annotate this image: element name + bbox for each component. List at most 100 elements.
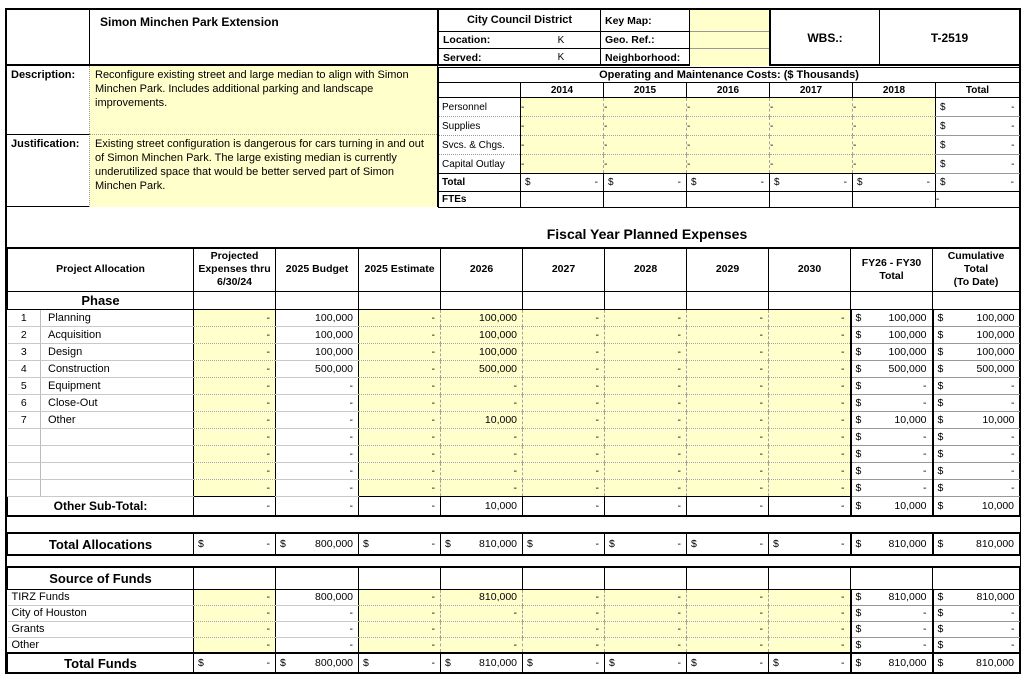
cell-other-2029[interactable]: -: [686, 637, 769, 654]
cell-other-2026[interactable]: 10,000: [440, 411, 523, 429]
om-cell-personnel-2015[interactable]: -: [603, 97, 687, 117]
om-cell-svcs-chgs-2017[interactable]: -: [769, 135, 853, 155]
cell-tirz-funds-2026[interactable]: 810,000: [440, 589, 523, 606]
cell-blank-9-2027[interactable]: -: [522, 462, 605, 480]
cell-equipment-2026[interactable]: -: [440, 377, 523, 395]
cell-other-proj-expenses[interactable]: -: [193, 411, 276, 429]
cell-construction-2030[interactable]: -: [768, 360, 851, 378]
cell-city-of-houston-2025-estimate[interactable]: -: [358, 605, 441, 622]
om-cell-capital-outlay-2014[interactable]: -: [520, 154, 604, 174]
cell-blank-10-2028[interactable]: -: [604, 479, 687, 497]
cell-equipment-2029[interactable]: -: [686, 377, 769, 395]
cell-blank-8-2026[interactable]: -: [440, 445, 523, 463]
cell-city-of-houston-2029[interactable]: -: [686, 605, 769, 622]
cell-close-out-2026[interactable]: -: [440, 394, 523, 412]
cell-city-of-houston-2028[interactable]: -: [604, 605, 687, 622]
om-cell-personnel-2016[interactable]: -: [686, 97, 770, 117]
om-cell-supplies-2018[interactable]: -: [852, 116, 936, 136]
cell-planning-2025-estimate[interactable]: -: [358, 309, 441, 327]
cell-blank-7-proj-expenses[interactable]: -: [193, 428, 276, 446]
cell-blank-10-2029[interactable]: -: [686, 479, 769, 497]
cell-blank-7-2026[interactable]: -: [440, 428, 523, 446]
cell-blank-8-proj-expenses[interactable]: -: [193, 445, 276, 463]
cell-city-of-houston-2027[interactable]: -: [522, 605, 605, 622]
cell-design-proj-expenses[interactable]: -: [193, 343, 276, 361]
cell-tirz-funds-2027[interactable]: -: [522, 589, 605, 606]
cell-design-2027[interactable]: -: [522, 343, 605, 361]
cell-construction-2025-estimate[interactable]: -: [358, 360, 441, 378]
cell-other-2028[interactable]: -: [604, 637, 687, 654]
om-cell-personnel-2017[interactable]: -: [769, 97, 853, 117]
om-cell-supplies-2015[interactable]: -: [603, 116, 687, 136]
cell-grants-2030[interactable]: -: [768, 621, 851, 638]
cell-tirz-funds-proj-expenses[interactable]: -: [193, 589, 276, 606]
cell-construction-2027[interactable]: -: [522, 360, 605, 378]
cell-blank-9-2025-estimate[interactable]: -: [358, 462, 441, 480]
cell-other-2027[interactable]: -: [522, 411, 605, 429]
cell-other-2029[interactable]: -: [686, 411, 769, 429]
cell-blank-8-2029[interactable]: -: [686, 445, 769, 463]
cell-other-2025-estimate[interactable]: -: [358, 411, 441, 429]
cell-other-proj-expenses[interactable]: -: [193, 637, 276, 654]
om-cell-svcs-chgs-2014[interactable]: -: [520, 135, 604, 155]
neighborhood-input[interactable]: [690, 49, 769, 66]
om-cell-supplies-2016[interactable]: -: [686, 116, 770, 136]
cell-blank-7-2029[interactable]: -: [686, 428, 769, 446]
cell-blank-10-2026[interactable]: -: [440, 479, 523, 497]
cell-tirz-funds-2025-estimate[interactable]: -: [358, 589, 441, 606]
cell-design-2029[interactable]: -: [686, 343, 769, 361]
cell-blank-8-2028[interactable]: -: [604, 445, 687, 463]
cell-blank-9-2029[interactable]: -: [686, 462, 769, 480]
cell-construction-2029[interactable]: -: [686, 360, 769, 378]
justification-text[interactable]: Existing street configuration is dangero…: [90, 134, 437, 207]
cell-blank-7-2028[interactable]: -: [604, 428, 687, 446]
cell-blank-7-2030[interactable]: -: [768, 428, 851, 446]
cell-grants-2029[interactable]: -: [686, 621, 769, 638]
cell-grants-2028[interactable]: -: [604, 621, 687, 638]
cell-equipment-2030[interactable]: -: [768, 377, 851, 395]
cell-acquisition-2030[interactable]: -: [768, 326, 851, 344]
cell-grants-2025-estimate[interactable]: -: [358, 621, 441, 638]
cell-construction-2026[interactable]: 500,000: [440, 360, 523, 378]
om-cell-capital-outlay-2016[interactable]: -: [686, 154, 770, 174]
om-cell-personnel-2014[interactable]: -: [520, 97, 604, 117]
cell-other-2026[interactable]: -: [440, 637, 523, 654]
cell-planning-2027[interactable]: -: [522, 309, 605, 327]
cell-blank-10-2030[interactable]: -: [768, 479, 851, 497]
cell-planning-2026[interactable]: 100,000: [440, 309, 523, 327]
cell-construction-2028[interactable]: -: [604, 360, 687, 378]
cell-other-2025-estimate[interactable]: -: [358, 637, 441, 654]
cell-close-out-2027[interactable]: -: [522, 394, 605, 412]
cell-blank-9-2026[interactable]: -: [440, 462, 523, 480]
cell-planning-2028[interactable]: -: [604, 309, 687, 327]
cell-equipment-2027[interactable]: -: [522, 377, 605, 395]
cell-city-of-houston-proj-expenses[interactable]: -: [193, 605, 276, 622]
om-cell-svcs-chgs-2016[interactable]: -: [686, 135, 770, 155]
cell-tirz-funds-2030[interactable]: -: [768, 589, 851, 606]
cell-grants-2027[interactable]: -: [522, 621, 605, 638]
cell-blank-8-2030[interactable]: -: [768, 445, 851, 463]
cell-blank-10-2027[interactable]: -: [522, 479, 605, 497]
cell-other-2030[interactable]: -: [768, 637, 851, 654]
cell-blank-7-2025-estimate[interactable]: -: [358, 428, 441, 446]
om-cell-capital-outlay-2015[interactable]: -: [603, 154, 687, 174]
cell-design-2026[interactable]: 100,000: [440, 343, 523, 361]
om-cell-supplies-2017[interactable]: -: [769, 116, 853, 136]
cell-blank-8-2027[interactable]: -: [522, 445, 605, 463]
cell-blank-9-2028[interactable]: -: [604, 462, 687, 480]
cell-city-of-houston-2030[interactable]: -: [768, 605, 851, 622]
cell-close-out-proj-expenses[interactable]: -: [193, 394, 276, 412]
cell-acquisition-proj-expenses[interactable]: -: [193, 326, 276, 344]
cell-blank-10-proj-expenses[interactable]: -: [193, 479, 276, 497]
om-cell-capital-outlay-2017[interactable]: -: [769, 154, 853, 174]
cell-other-2028[interactable]: -: [604, 411, 687, 429]
cell-close-out-2025-estimate[interactable]: -: [358, 394, 441, 412]
cell-blank-9-2030[interactable]: -: [768, 462, 851, 480]
cell-blank-10-2025-estimate[interactable]: -: [358, 479, 441, 497]
cell-design-2025-estimate[interactable]: -: [358, 343, 441, 361]
cell-planning-proj-expenses[interactable]: -: [193, 309, 276, 327]
description-text[interactable]: Reconfigure existing street and large me…: [90, 66, 437, 134]
om-cell-svcs-chgs-2018[interactable]: -: [852, 135, 936, 155]
cell-grants-2026[interactable]: [440, 621, 523, 638]
cell-blank-8-2025-estimate[interactable]: -: [358, 445, 441, 463]
